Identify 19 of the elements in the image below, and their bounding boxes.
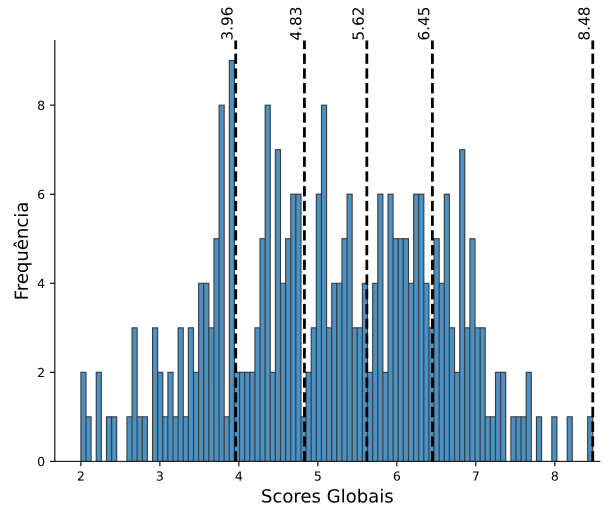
- x-axis-title: Scores Globais: [262, 488, 393, 503]
- ref-line-label: 6.45: [418, 8, 430, 40]
- x-tick-label: 4: [236, 471, 242, 481]
- x-tick-label: 7: [472, 471, 479, 481]
- y-tick-label: 4: [38, 278, 44, 288]
- ref-line-label: 3.96: [221, 8, 233, 40]
- ref-line-label: 8.48: [578, 8, 590, 40]
- y-tick-label: 8: [38, 100, 44, 110]
- y-axis-title: Frequência: [13, 203, 32, 299]
- y-tick-label: 2: [38, 368, 44, 378]
- ref-line-label: 5.62: [352, 8, 364, 40]
- x-tick-label: 5: [314, 471, 321, 481]
- x-tick-label: 3: [156, 471, 163, 481]
- y-tick-label: 0: [38, 456, 44, 466]
- y-tick-label: 6: [38, 190, 44, 200]
- ref-line-label: 4.83: [290, 8, 302, 40]
- x-tick-label: 8: [552, 471, 558, 481]
- x-tick-label: 2: [78, 471, 84, 481]
- x-tick-label: 6: [394, 471, 400, 481]
